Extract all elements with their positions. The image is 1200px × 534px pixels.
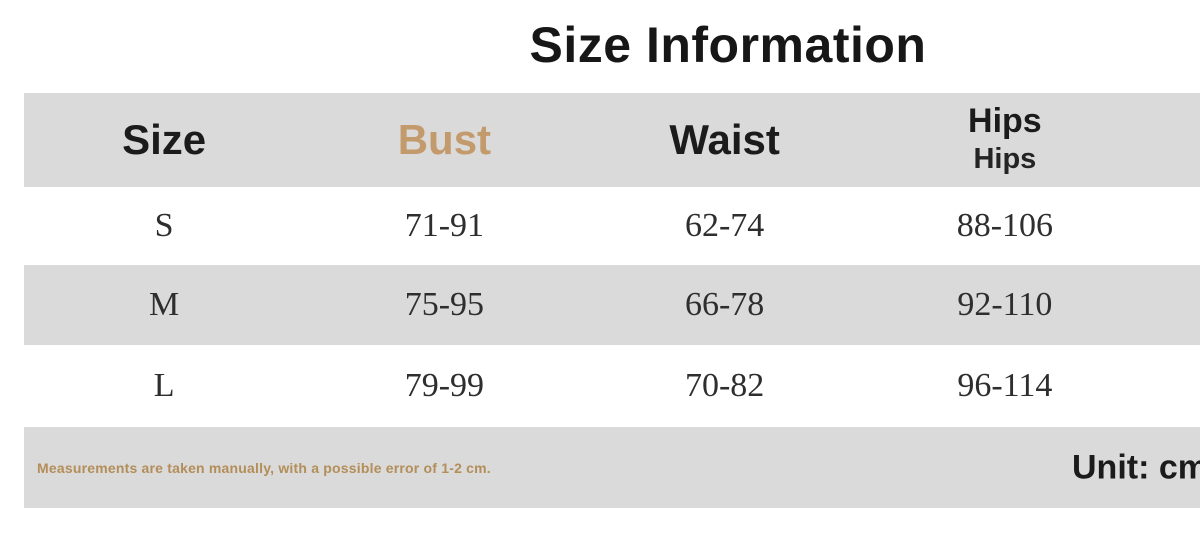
cell-hips: 96-114 [957, 366, 1053, 404]
cell-bust: 75-95 [404, 286, 485, 323]
cell-bust: 79-99 [404, 366, 485, 404]
table-row-s: S 71-91 62-74 88-106 [24, 187, 1200, 265]
cell-size: L [153, 366, 175, 404]
column-header-hips: Hips Hips [865, 93, 1145, 187]
cell-waist: 62-74 [684, 207, 765, 244]
cell-hips: 92-110 [957, 286, 1053, 323]
column-header-size: Size [122, 116, 207, 163]
measurement-note: Measurements are taken manually, with a … [37, 459, 491, 476]
cell-bust: 71-91 [404, 207, 485, 244]
cell-waist: 66-78 [684, 286, 765, 323]
table-header-row: Size Bust Waist Hips Hips [24, 93, 1200, 187]
cell-hips: 88-106 [956, 207, 1054, 244]
cell-size: M [149, 286, 180, 323]
cell-size: S [154, 207, 174, 244]
table-footer-row: Measurements are taken manually, with a … [24, 427, 1200, 508]
column-header-hips-sub: Hips [973, 143, 1037, 176]
table-row-m: M 75-95 66-78 92-110 [24, 265, 1200, 345]
page-title: Size Information [529, 17, 927, 73]
column-header-waist: Waist [669, 116, 780, 163]
column-header-hips-main: Hips [968, 102, 1042, 141]
size-table: Size Bust Waist Hips Hips S 71-91 62-74 … [24, 93, 1200, 508]
column-header-bust: Bust [397, 116, 492, 163]
cell-waist: 70-82 [684, 366, 765, 404]
unit-label: Unit: cm [1072, 448, 1200, 486]
table-row-l: L 79-99 70-82 96-114 [24, 345, 1200, 426]
